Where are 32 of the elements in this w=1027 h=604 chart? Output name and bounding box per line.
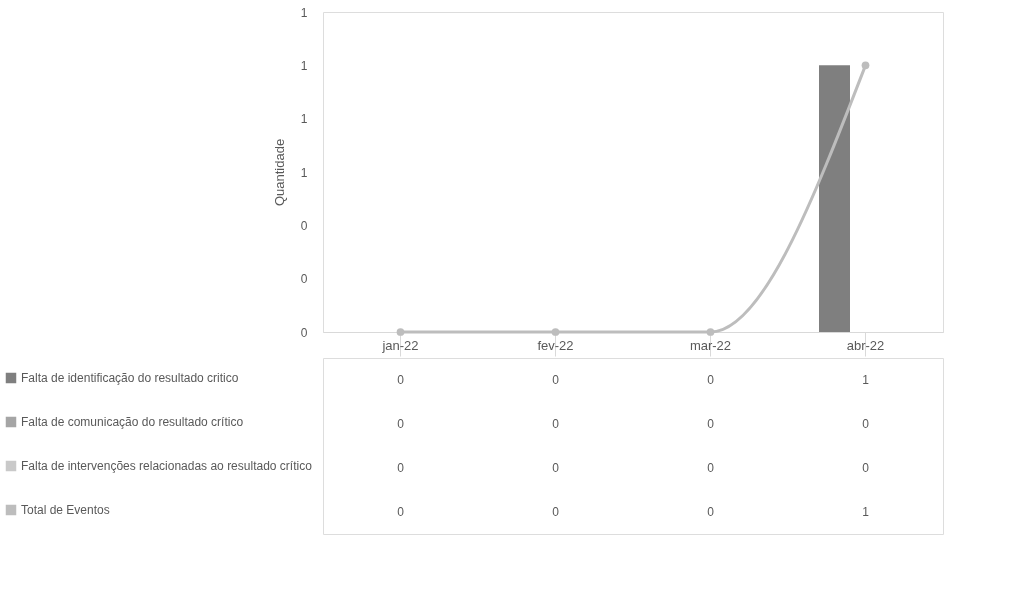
data-label: 0 xyxy=(552,373,560,387)
data-label: 0 xyxy=(707,373,715,387)
data-label: 0 xyxy=(397,417,405,431)
legend-label: Total de Eventos xyxy=(21,503,110,517)
data-label: 0 xyxy=(552,505,560,519)
x-tick-label: mar-22 xyxy=(689,337,732,353)
data-label: 0 xyxy=(552,417,560,431)
y-tick-label: 1 xyxy=(300,5,308,20)
legend-label: Falta de identificação do resultado critico xyxy=(21,371,239,385)
data-label: 0 xyxy=(862,417,870,431)
legend-label: Falta de comunicação do resultado crítico xyxy=(21,415,244,429)
data-label: 0 xyxy=(552,461,560,475)
data-label: 0 xyxy=(862,461,870,475)
data-label: 1 xyxy=(862,373,870,387)
data-label: 0 xyxy=(397,461,405,475)
y-tick-label: 0 xyxy=(300,325,308,340)
data-label: 0 xyxy=(397,505,405,519)
data-label: 0 xyxy=(707,417,715,431)
y-tick-label: 1 xyxy=(300,112,308,127)
y-axis-title: Quantidade xyxy=(271,138,287,207)
y-tick-label: 1 xyxy=(300,58,308,73)
y-tick-label: 0 xyxy=(300,218,308,233)
data-label: 0 xyxy=(397,373,405,387)
legend-label: Falta de intervenções relacionadas ao resultado crítico xyxy=(21,459,313,473)
x-tick-label: fev-22 xyxy=(537,337,574,353)
y-tick-label: 0 xyxy=(300,272,308,287)
data-label: 1 xyxy=(862,505,870,519)
y-tick-label: 1 xyxy=(300,165,308,180)
data-label: 0 xyxy=(707,461,715,475)
x-tick-label: jan-22 xyxy=(381,337,419,353)
data-label: 0 xyxy=(707,505,715,519)
x-tick-label: abr-22 xyxy=(846,337,885,353)
